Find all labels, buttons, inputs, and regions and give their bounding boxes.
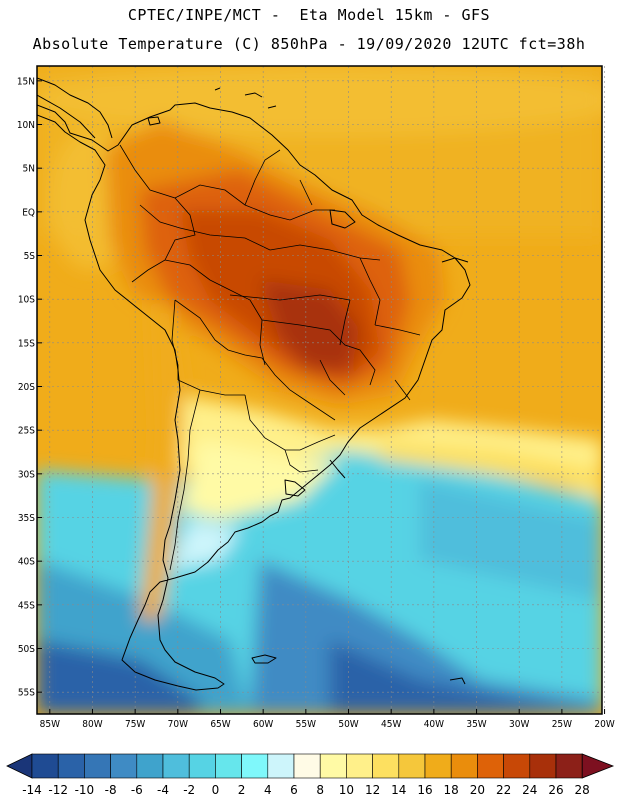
lat-label: 15S [18, 338, 35, 349]
colorbar-label: -6 [131, 783, 143, 797]
lat-label: 15N [17, 76, 35, 87]
colorbar-segment [450, 753, 478, 779]
colorbar-segment [188, 753, 216, 779]
lon-label: 45W [381, 719, 401, 730]
colorbar-label: 18 [444, 783, 459, 797]
colorbar-arrow-left [6, 753, 33, 779]
colorbar-label: -10 [75, 783, 95, 797]
lat-label: 25S [18, 426, 35, 437]
borders [119, 144, 421, 571]
colorbar-segment [424, 753, 452, 779]
colorbar-label: 22 [496, 783, 511, 797]
colorbar-label: 28 [575, 783, 590, 797]
colorbar-segment [477, 753, 504, 779]
lon-label: 25W [552, 719, 572, 730]
lon-label: 75W [125, 719, 145, 730]
colorbar-label: 2 [238, 783, 246, 797]
colorbar-label: 6 [290, 783, 298, 797]
colorbar-segment [372, 753, 400, 779]
colorbar-label: 20 [470, 783, 485, 797]
colorbar: -14 -12 -10 -8 -6 -4 -2 0 2 4 6 8 10 12 14 16 18 20 22 24 26… [6, 753, 615, 797]
lat-label: 55S [18, 688, 35, 699]
lat-label: 20S [18, 382, 35, 393]
latitude-labels: 15N 10N 5N EQ 5S 10S 15S 20S 25S 30S 35S 40S 45S 50S 5… [17, 76, 42, 699]
lat-label: 35S [18, 513, 35, 524]
colorbar-label: 12 [365, 783, 380, 797]
lon-label: 20W [594, 719, 614, 730]
graticule [37, 66, 605, 714]
colorbar-segment [529, 753, 557, 779]
colorbar-label: 24 [522, 783, 537, 797]
lat-label: 5N [23, 164, 35, 175]
lat-label: 30S [18, 469, 35, 480]
colorbar-segment [398, 753, 426, 779]
map-title: CPTEC/INPE/MCT - Eta Model 15km - GFS [127, 6, 491, 24]
lat-label: 10N [17, 120, 35, 131]
lat-label: 50S [18, 644, 35, 655]
colorbar-segment [57, 753, 85, 779]
colorbar-label: -4 [157, 783, 169, 797]
colorbar-segment [241, 753, 269, 779]
colorbar-segment [319, 753, 347, 779]
lat-label: 45S [18, 600, 35, 611]
colorbar-segment [136, 753, 164, 779]
colorbar-label: -14 [22, 783, 42, 797]
colorbar-label: 14 [391, 783, 406, 797]
colorbar-segment [84, 753, 111, 779]
colorbar-segment [555, 753, 583, 779]
colorbar-label: -2 [183, 783, 195, 797]
colorbar-segment [346, 753, 373, 779]
map-subtitle: Absolute Temperature (C) 850hPa - 19/09/… [32, 35, 586, 53]
colorbar-label: 0 [212, 783, 220, 797]
colorbar-arrow-right [581, 753, 615, 779]
lon-label: 70W [168, 719, 188, 730]
lat-label: 10S [18, 295, 35, 306]
longitude-labels: 85W 80W 75W 70W 65W 60W 55W 50W 45W 40W 35W 30W 25W 2… [40, 709, 615, 730]
colorbar-segment [110, 753, 138, 779]
colorbar-segment [215, 753, 242, 779]
lat-label: 5S [24, 251, 36, 262]
lon-label: 85W [40, 719, 60, 730]
colorbar-segment [293, 753, 321, 779]
colorbar-label: 26 [548, 783, 563, 797]
lat-label: EQ [22, 207, 35, 218]
lon-label: 60W [253, 719, 273, 730]
colorbar-label: 10 [339, 783, 354, 797]
colorbar-segment [267, 753, 295, 779]
coastline [37, 77, 471, 691]
colorbar-label: -12 [48, 783, 68, 797]
temperature-field [37, 66, 602, 714]
lon-label: 65W [210, 719, 230, 730]
colorbar-label: 16 [417, 783, 432, 797]
lon-label: 55W [296, 719, 316, 730]
colorbar-label: -8 [105, 783, 117, 797]
colorbar-segment [162, 753, 190, 779]
colorbar-segment [31, 753, 59, 779]
lon-label: 80W [82, 719, 102, 730]
colorbar-label: 8 [316, 783, 324, 797]
lon-label: 30W [509, 719, 529, 730]
lon-label: 35W [466, 719, 486, 730]
colorbar-segment [503, 753, 531, 779]
lon-label: 40W [424, 719, 444, 730]
map-frame [36, 65, 603, 715]
colorbar-label: 4 [264, 783, 272, 797]
lat-label: 40S [18, 557, 35, 568]
lon-label: 50W [338, 719, 358, 730]
